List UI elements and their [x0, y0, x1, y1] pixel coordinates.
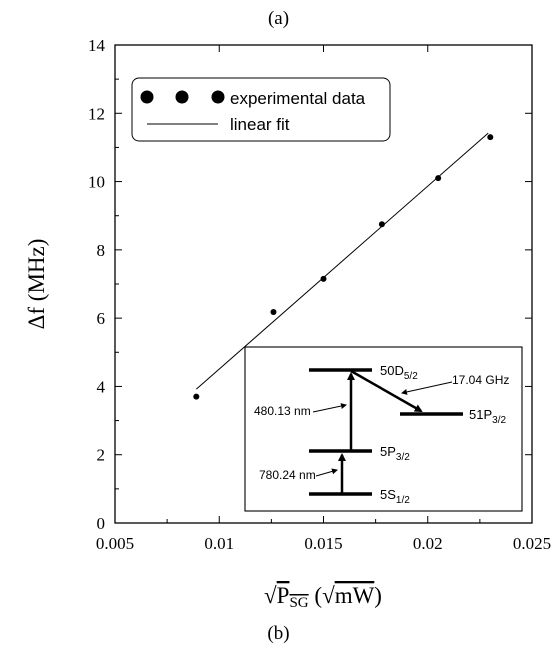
- y-tick-label: 14: [88, 36, 106, 55]
- legend-marker: [211, 90, 225, 104]
- legend-marker: [140, 90, 154, 104]
- y-tick-label: 0: [97, 514, 106, 533]
- y-axis-label: Δf (MHz): [24, 239, 49, 330]
- x-tick-label: 0.005: [96, 534, 134, 553]
- inset-frame: [244, 346, 523, 512]
- legend-marker: [175, 90, 189, 104]
- data-point: [435, 175, 442, 182]
- data-point: [378, 221, 385, 228]
- panel-label-top: (a): [267, 8, 290, 29]
- legend-box: [131, 77, 391, 142]
- legend-label-fit: linear fit: [230, 115, 290, 134]
- level-label-5S: 5S1/2: [380, 487, 410, 506]
- label-780nm: 780.24 nm: [259, 468, 316, 482]
- y-tick-label: 6: [97, 309, 106, 328]
- y-tick-label: 2: [97, 446, 106, 465]
- y-tick-label: 4: [97, 377, 106, 396]
- data-point: [487, 134, 494, 141]
- x-tick-label: 0.01: [204, 534, 234, 553]
- data-point: [193, 393, 200, 400]
- axis-labels: √PSG (√mW) Δf (MHz): [24, 239, 382, 611]
- pointer-17ghz: [401, 381, 453, 395]
- label-480nm: 480.13 nm: [254, 404, 311, 418]
- legend: experimental data linear fit: [131, 77, 391, 142]
- pointer-480nm: [312, 403, 347, 413]
- label-17ghz: 17.04 GHz: [452, 373, 509, 387]
- level-label-50D: 50D5/2: [380, 363, 418, 382]
- data-point: [320, 275, 327, 282]
- y-tick-label: 8: [97, 241, 106, 260]
- level-label-5P: 5P3/2: [380, 444, 410, 463]
- ticks: 0.005 0.01 0.015 0.02 0.025 0 2 4 6 8 10 12 14: [88, 36, 551, 553]
- x-tick-label: 0.015: [304, 534, 342, 553]
- level-label-51P: 51P3/2: [469, 407, 506, 426]
- data-point: [270, 308, 277, 315]
- y-tick-label: 10: [88, 173, 105, 192]
- y-tick-label: 12: [88, 104, 105, 123]
- x-axis-label: √PSG (√mW): [264, 583, 382, 611]
- panel-label-bottom: (b): [267, 623, 290, 644]
- energy-level-inset: 50D5/2 5P3/2 5S1/2 51P3/2 780.24 nm 480.13 nm…: [244, 346, 523, 512]
- legend-label-data: experimental data: [230, 89, 366, 108]
- x-tick-label: 0.025: [513, 534, 551, 553]
- pointer-780nm: [315, 468, 338, 477]
- x-tick-label: 0.02: [413, 534, 443, 553]
- arrow-rf: [350, 369, 423, 413]
